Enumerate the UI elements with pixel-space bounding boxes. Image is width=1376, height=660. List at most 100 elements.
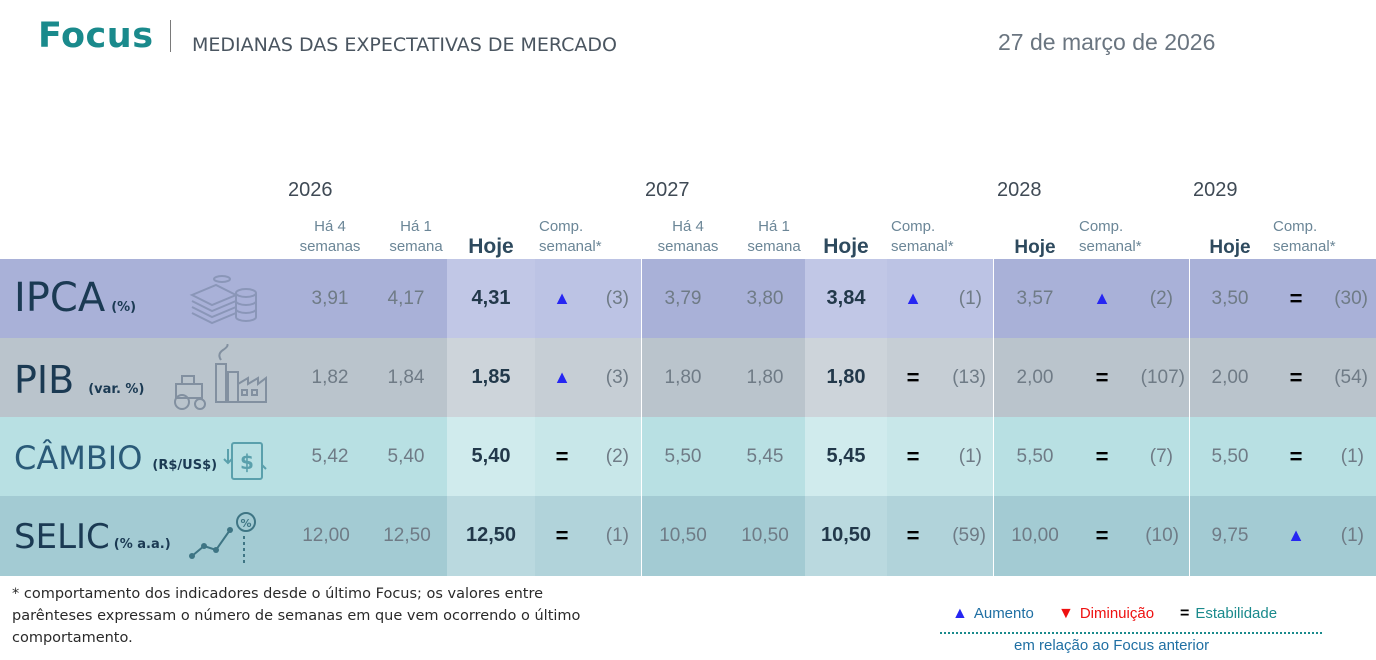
comp-highlight-2027 xyxy=(887,496,993,576)
trend-stable-icon: = xyxy=(1289,365,1303,390)
cambio-2026-ha4: 5,42 xyxy=(311,446,349,467)
col-ha4-line2: semanas xyxy=(657,238,719,255)
hoje-highlight-2026 xyxy=(447,496,535,576)
legend-stable-label: Estabilidade xyxy=(1195,605,1278,622)
column-divider xyxy=(993,417,994,496)
col-hoje-2026: Hoje xyxy=(468,235,514,258)
cambio-2026-ha1: 5,40 xyxy=(387,446,425,467)
hoje-highlight-2027 xyxy=(805,417,887,496)
comp-highlight-2027 xyxy=(887,259,993,338)
legend-increase-label: Aumento xyxy=(973,605,1034,622)
legend-divider xyxy=(940,632,1322,634)
ipca-2027-hoje: 3,84 xyxy=(826,287,866,309)
cambio-2028-hoje: 5,50 xyxy=(1016,446,1054,467)
col-ha1-line2: semana xyxy=(747,238,801,255)
col-hoje-2028: Hoje xyxy=(1014,237,1056,258)
hoje-highlight-2026 xyxy=(447,259,535,338)
indicator-row-cambio: CÂMBIO (R$/US$) $ 5,42 5,40 5,40 = (2) 5,… xyxy=(0,417,1376,496)
col-ha1-line1: Há 1 xyxy=(758,218,790,235)
ipca-2027-ha1: 3,80 xyxy=(746,288,784,309)
comp-highlight-2026 xyxy=(535,417,641,496)
col-comp-line1: Comp. xyxy=(1273,218,1318,235)
indicator-row-ipca: IPCA (%) 3,91 4,17 4,31 ▲ (3) 3,79 3,80 3… xyxy=(0,259,1376,338)
legend-increase: ▲ Aumento xyxy=(952,605,1034,623)
col-ha1-2027: Há 1 semana xyxy=(736,217,812,257)
pib-2026-hoje: 1,85 xyxy=(471,366,511,388)
column-divider xyxy=(1189,417,1190,496)
legend-stable: = Estabilidade xyxy=(1180,605,1277,623)
col-comp-line1: Comp. xyxy=(539,218,584,235)
trend-stable-icon: = xyxy=(906,523,920,548)
report-date: 27 de março de 2026 xyxy=(998,29,1216,55)
ipca-2026-ha1: 4,17 xyxy=(387,288,425,309)
cambio-2027-ha4: 5,50 xyxy=(664,446,702,467)
comp-highlight-2026 xyxy=(535,496,641,576)
legend-decrease-label: Diminuição xyxy=(1079,605,1155,622)
currency-exchange-icon: $ xyxy=(223,442,267,480)
trend-stable-icon: = xyxy=(1095,365,1109,390)
column-divider xyxy=(993,496,994,576)
down-arrow-icon: ▼ xyxy=(1058,605,1074,622)
brand-logo: Focus xyxy=(38,16,154,56)
row-label: CÂMBIO (R$/US$) xyxy=(14,417,217,496)
coins-icon xyxy=(189,275,257,325)
trend-stable-icon: = xyxy=(555,444,569,469)
selic-2026-ha1: 12,50 xyxy=(383,525,431,546)
pib-2027-ha4: 1,80 xyxy=(664,367,702,388)
column-divider xyxy=(1189,496,1190,576)
column-divider xyxy=(1189,259,1190,338)
ipca-2028-weeks: (2) xyxy=(1149,288,1173,309)
col-comp-2026: Comp. semanal* xyxy=(539,217,639,257)
report-subtitle: MEDIANAS DAS EXPECTATIVAS DE MERCADO xyxy=(192,34,618,56)
indicator-name: PIB xyxy=(14,358,75,402)
col-ha4-line1: Há 4 xyxy=(672,218,704,235)
col-comp-line1: Comp. xyxy=(1079,218,1124,235)
col-hoje-2027: Hoje xyxy=(823,235,869,258)
col-comp-line1: Comp. xyxy=(891,218,936,235)
row-band xyxy=(0,417,1376,496)
pib-2028-hoje: 2,00 xyxy=(1016,367,1054,388)
trend-stable-icon: = xyxy=(906,365,920,390)
col-comp-2027: Comp. semanal* xyxy=(891,217,991,257)
column-divider xyxy=(641,259,642,338)
column-divider xyxy=(641,417,642,496)
pib-2029-weeks: (54) xyxy=(1334,367,1368,388)
cambio-2026-weeks: (2) xyxy=(605,446,629,467)
trend-up-icon: ▲ xyxy=(1093,288,1111,308)
cambio-2028-weeks: (7) xyxy=(1149,446,1173,467)
col-comp-line2: semanal* xyxy=(539,238,602,255)
row-label: IPCA (%) xyxy=(14,259,136,338)
selic-2027-ha4: 10,50 xyxy=(659,525,707,546)
trend-up-icon: ▲ xyxy=(553,367,571,387)
trend-stable-icon: = xyxy=(1289,286,1303,311)
col-ha4-2027: Há 4 semanas xyxy=(650,217,726,257)
equals-icon: = xyxy=(1180,605,1190,622)
ipca-2027-weeks: (1) xyxy=(958,288,982,309)
column-divider xyxy=(1189,338,1190,417)
indicator-name: SELIC xyxy=(14,517,110,557)
comp-highlight-2027 xyxy=(887,417,993,496)
column-divider xyxy=(641,338,642,417)
col-ha1-line1: Há 1 xyxy=(400,218,432,235)
indicator-unit: (var. %) xyxy=(88,382,145,397)
cambio-2027-weeks: (1) xyxy=(958,446,982,467)
ipca-2029-weeks: (30) xyxy=(1334,288,1368,309)
legend-note: em relação ao Focus anterior xyxy=(1014,637,1210,654)
col-ha4-line2: semanas xyxy=(299,238,361,255)
pib-2026-ha1: 1,84 xyxy=(387,367,425,388)
trend-stable-icon: = xyxy=(1095,523,1109,548)
row-label: PIB (var. %) xyxy=(14,338,144,417)
selic-2028-hoje: 10,00 xyxy=(1011,525,1059,546)
comp-highlight-2027 xyxy=(887,338,993,417)
pib-2027-hoje: 1,80 xyxy=(826,366,866,388)
year-2028-header: 2028 xyxy=(997,179,1042,201)
ipca-2026-weeks: (3) xyxy=(605,288,629,309)
selic-2026-weeks: (1) xyxy=(605,525,629,546)
column-divider xyxy=(993,338,994,417)
hoje-highlight-2027 xyxy=(805,496,887,576)
col-comp-line2: semanal* xyxy=(1079,238,1142,255)
hoje-highlight-2027 xyxy=(805,338,887,417)
trend-up-icon: ▲ xyxy=(904,288,922,308)
comp-highlight-2026 xyxy=(535,259,641,338)
selic-2026-hoje: 12,50 xyxy=(465,524,517,546)
